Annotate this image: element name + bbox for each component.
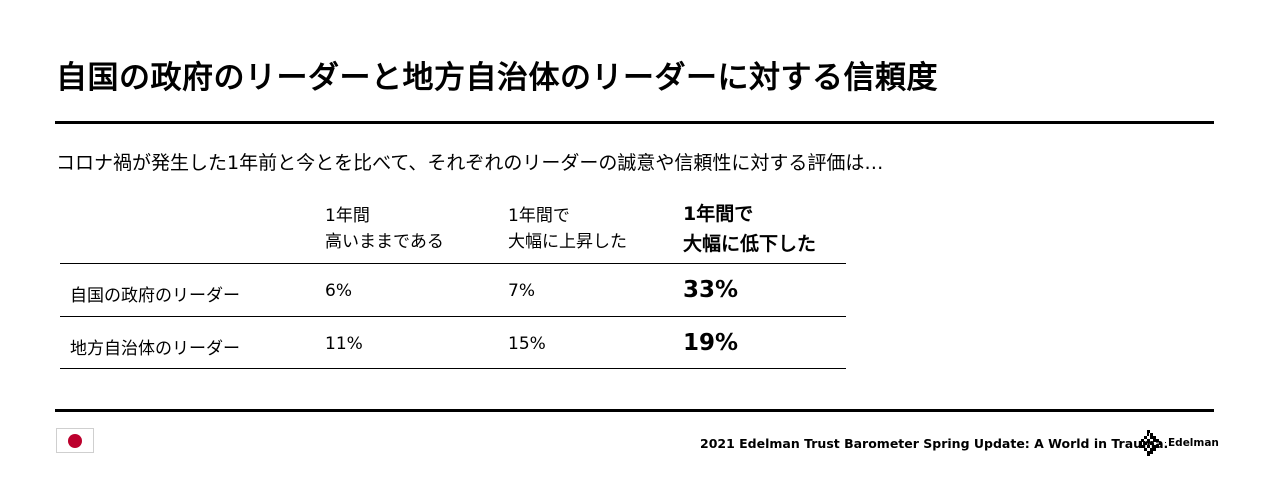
bottom-divider [55,409,1214,412]
column-header-line1: 1年間で [508,206,570,226]
cell-local-increased: 15% [508,334,546,354]
column-header-line2: 高いままである [325,232,444,252]
top-divider [55,121,1214,124]
column-header-remained-high: 1年間 高いままである [325,203,444,255]
column-header-line1: 1年間 [325,206,370,226]
edelman-logo-text: Edelman [1168,437,1219,449]
japan-flag-icon [56,428,94,453]
cell-local-decreased: 19% [683,330,739,356]
column-header-decreased: 1年間で 大幅に低下した [683,199,816,259]
edelman-logo-icon [1139,430,1166,456]
column-header-line2: 大幅に低下した [683,233,817,255]
flag-disc [68,434,82,448]
table-bottom-divider [60,368,846,369]
page-title: 自国の政府のリーダーと地方自治体のリーダーに対する信頼度 [56,60,938,96]
source-footer: 2021 Edelman Trust Barometer Spring Upda… [700,436,1169,451]
cell-national-increased: 7% [508,281,535,301]
table-row-divider [60,316,846,317]
question-text: コロナ禍が発生した1年前と今とを比べて、それぞれのリーダーの誠意や信頼性に対する… [56,152,884,174]
column-header-line1: 1年間で [683,203,754,225]
cell-national-remained-high: 6% [325,281,352,301]
row-label-national-government: 自国の政府のリーダー [70,286,240,306]
column-header-line2: 大幅に上昇した [508,232,627,252]
cell-local-remained-high: 11% [325,334,363,354]
row-label-local-government: 地方自治体のリーダー [70,339,240,359]
table-header-divider [60,263,846,264]
cell-national-decreased: 33% [683,277,739,303]
column-header-increased: 1年間で 大幅に上昇した [508,203,627,255]
